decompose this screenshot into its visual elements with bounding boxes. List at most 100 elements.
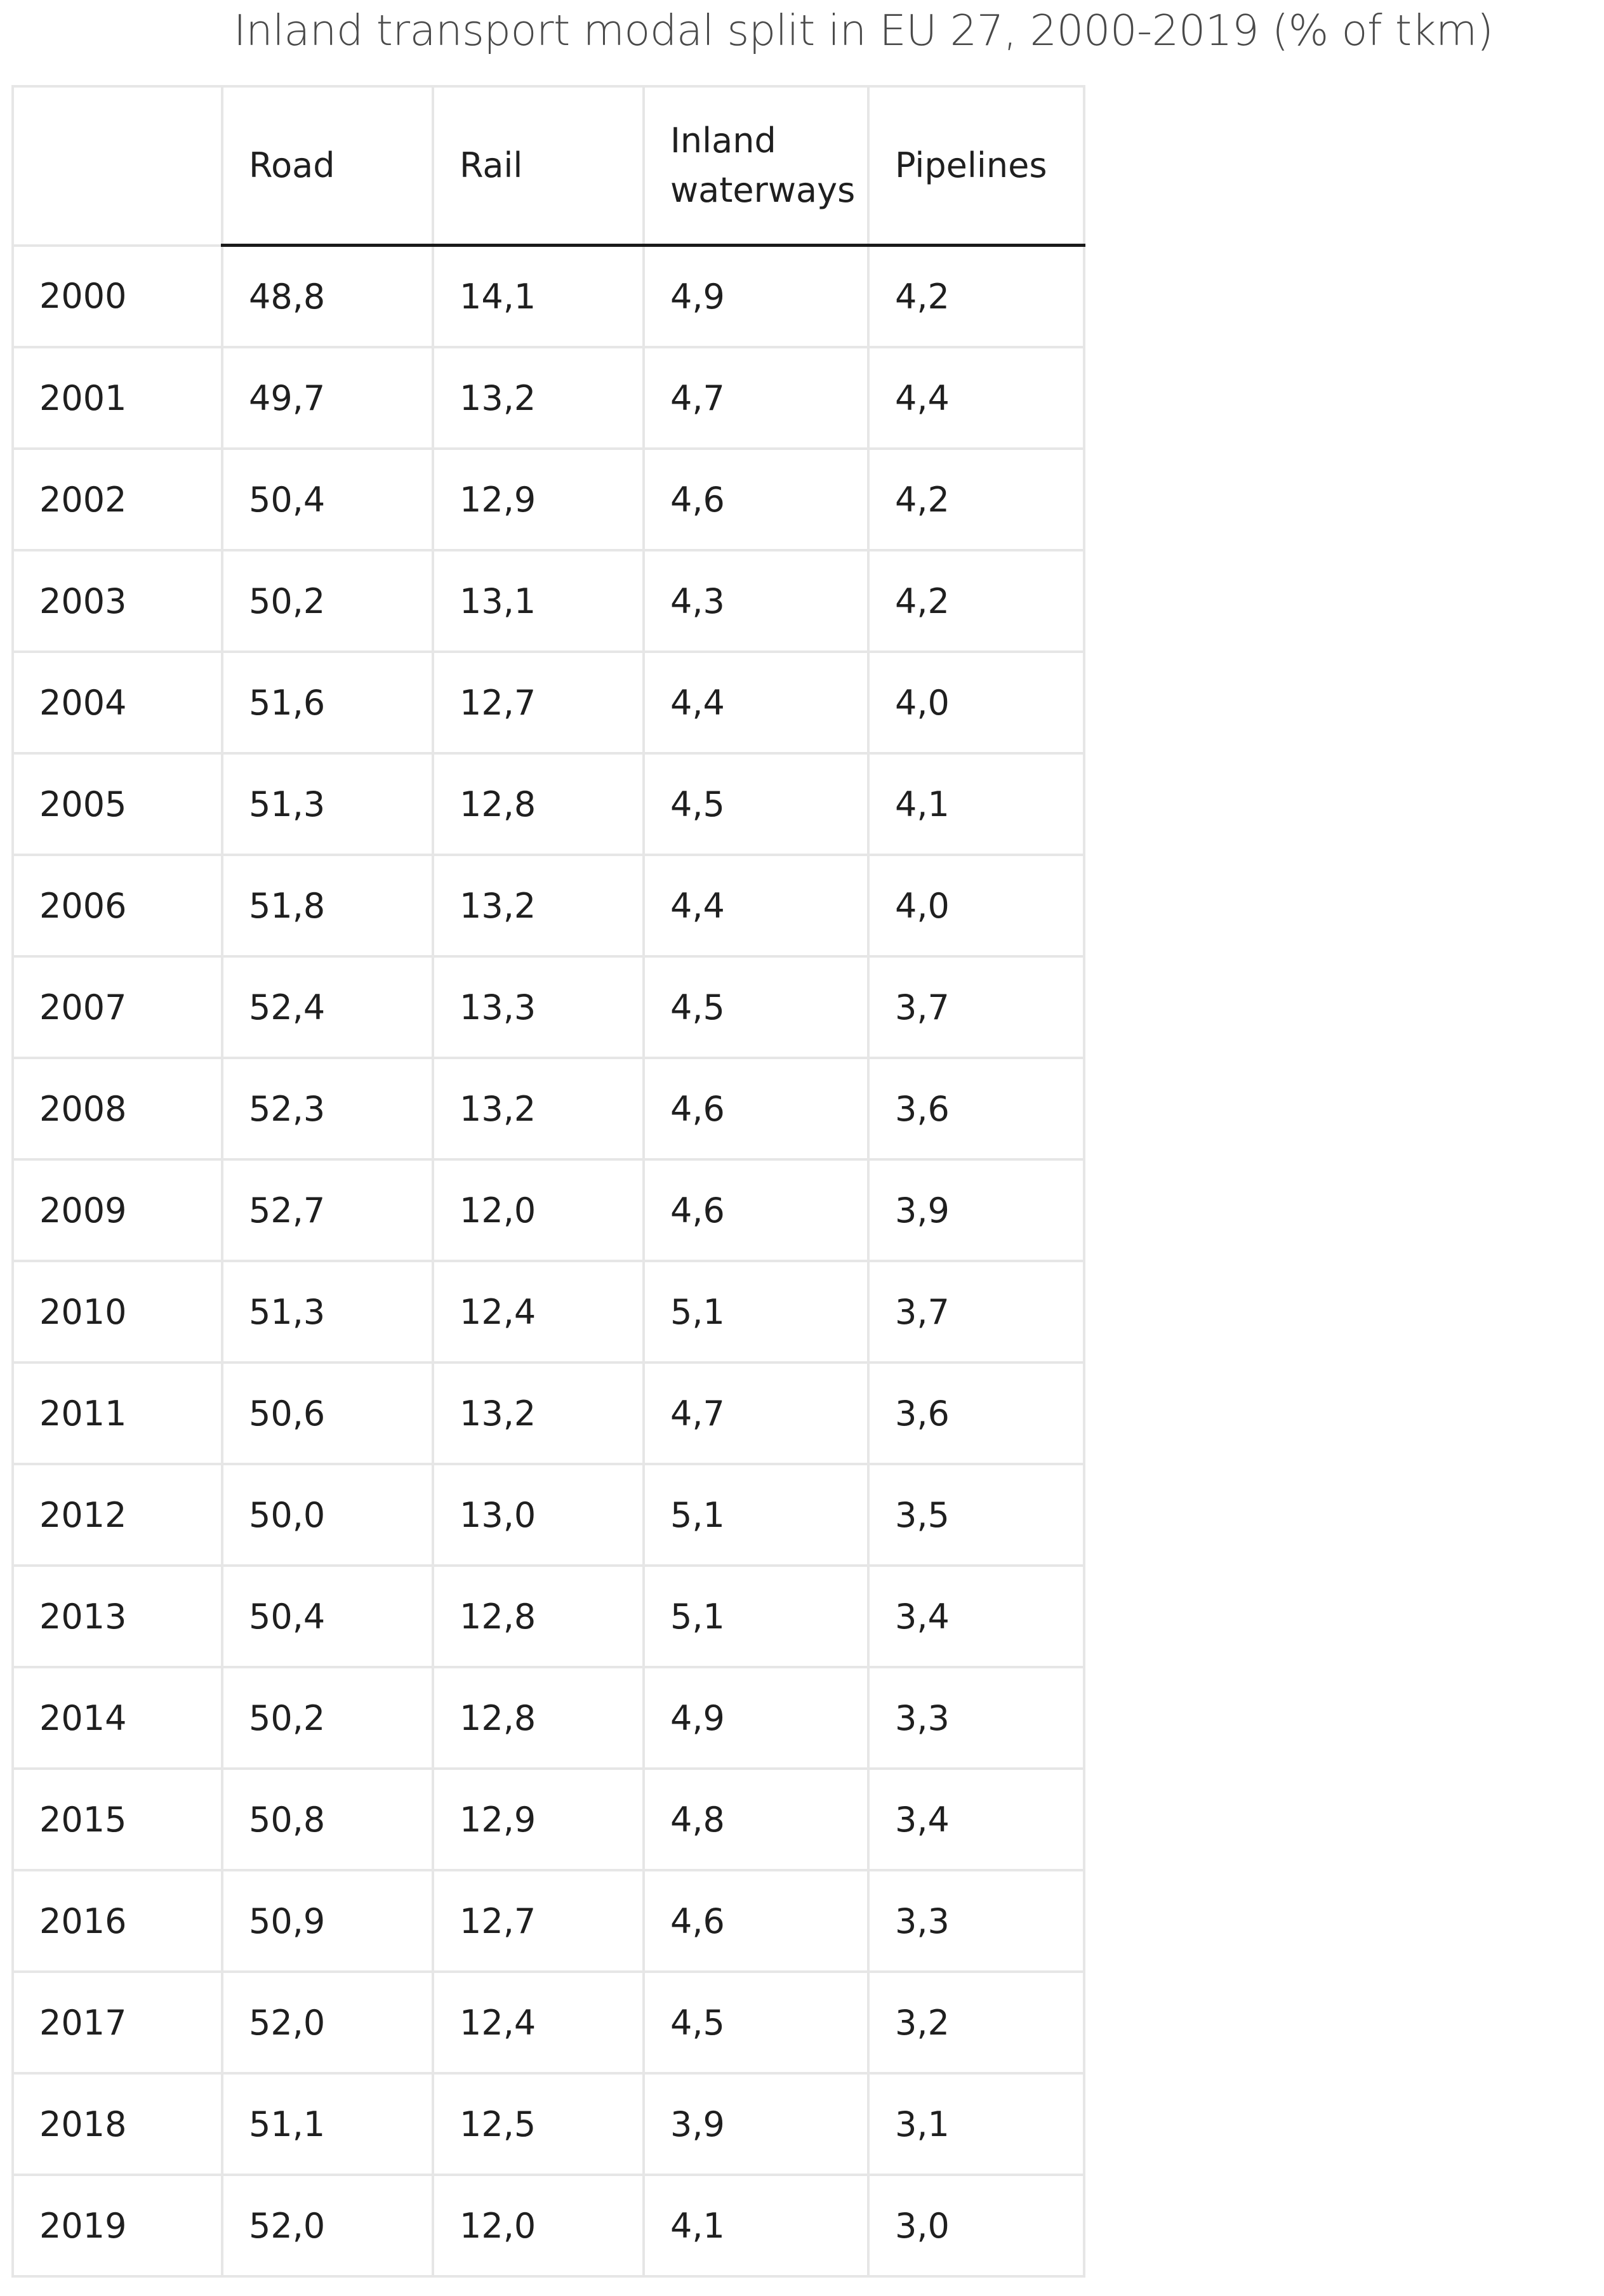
table-row: 2014 50,2 12,8 4,9 3,3 [11,1666,1085,1770]
year-cell: 2009 [11,1158,223,1262]
inland-waterways-cell: 5,1 [642,1260,870,1364]
pipelines-cell: 3,5 [867,1463,1085,1567]
column-header-year [11,85,223,247]
inland-waterways-cell: 5,1 [642,1463,870,1567]
year-cell: 2019 [11,2174,223,2278]
rail-cell: 12,4 [432,1260,645,1364]
modal-split-table: Road Rail Inland waterways Pipelines 200… [11,85,1085,2278]
pipelines-cell: 4,0 [867,650,1085,755]
inland-waterways-cell: 4,7 [642,1361,870,1465]
pipelines-cell: 4,0 [867,854,1085,958]
year-cell: 2005 [11,752,223,856]
inland-waterways-cell: 4,7 [642,346,870,450]
pipelines-cell: 3,6 [867,1361,1085,1465]
table-row: 2011 50,6 13,2 4,7 3,6 [11,1361,1085,1465]
pipelines-cell: 4,2 [867,549,1085,653]
pipelines-cell: 3,7 [867,955,1085,1059]
rail-cell: 12,0 [432,1158,645,1262]
year-cell: 2014 [11,1666,223,1770]
rail-cell: 13,0 [432,1463,645,1567]
road-cell: 50,4 [221,1564,434,1668]
road-cell: 50,8 [221,1767,434,1871]
modal-split-table-container: Road Rail Inland waterways Pipelines 200… [11,85,1085,2278]
road-cell: 49,7 [221,346,434,450]
table-row: 2008 52,3 13,2 4,6 3,6 [11,1057,1085,1161]
road-cell: 51,3 [221,1260,434,1364]
table-row: 2002 50,4 12,9 4,6 4,2 [11,447,1085,551]
table-row: 2015 50,8 12,9 4,8 3,4 [11,1767,1085,1871]
road-cell: 52,0 [221,2174,434,2278]
table-row: 2009 52,7 12,0 4,6 3,9 [11,1158,1085,1262]
inland-waterways-cell: 4,5 [642,1970,870,2075]
year-cell: 2010 [11,1260,223,1364]
pipelines-cell: 3,4 [867,1564,1085,1668]
rail-cell: 12,0 [432,2174,645,2278]
inland-waterways-cell: 4,4 [642,650,870,755]
pipelines-cell: 3,6 [867,1057,1085,1161]
road-cell: 48,8 [221,244,434,348]
rail-cell: 12,9 [432,1767,645,1871]
inland-waterways-cell: 4,5 [642,955,870,1059]
year-cell: 2013 [11,1564,223,1668]
rail-cell: 12,7 [432,650,645,755]
rail-cell: 12,8 [432,1666,645,1770]
column-header-inland-waterways: Inland waterways [642,85,870,247]
rail-cell: 12,8 [432,752,645,856]
rail-cell: 14,1 [432,244,645,348]
rail-cell: 13,2 [432,1361,645,1465]
inland-waterways-cell: 3,9 [642,2072,870,2176]
road-cell: 50,2 [221,1666,434,1770]
road-cell: 52,7 [221,1158,434,1262]
year-cell: 2002 [11,447,223,551]
inland-waterways-cell: 4,6 [642,447,870,551]
rail-cell: 12,4 [432,1970,645,2075]
table-row: 2016 50,9 12,7 4,6 3,3 [11,1869,1085,1973]
pipelines-cell: 3,9 [867,1158,1085,1262]
pipelines-cell: 3,2 [867,1970,1085,2075]
road-cell: 50,9 [221,1869,434,1973]
table-row: 2019 52,0 12,0 4,1 3,0 [11,2174,1085,2278]
pipelines-cell: 3,7 [867,1260,1085,1364]
year-cell: 2000 [11,244,223,348]
inland-waterways-cell: 4,6 [642,1158,870,1262]
table-row: 2010 51,3 12,4 5,1 3,7 [11,1260,1085,1364]
rail-cell: 12,5 [432,2072,645,2176]
rail-cell: 12,8 [432,1564,645,1668]
table-row: 2007 52,4 13,3 4,5 3,7 [11,955,1085,1059]
year-cell: 2011 [11,1361,223,1465]
table-header-row: Road Rail Inland waterways Pipelines [11,85,1085,247]
inland-waterways-cell: 4,1 [642,2174,870,2278]
year-cell: 2015 [11,1767,223,1871]
year-cell: 2006 [11,854,223,958]
pipelines-cell: 4,4 [867,346,1085,450]
rail-cell: 12,7 [432,1869,645,1973]
year-cell: 2003 [11,549,223,653]
road-cell: 50,2 [221,549,434,653]
table-row: 2006 51,8 13,2 4,4 4,0 [11,854,1085,958]
table-row: 2013 50,4 12,8 5,1 3,4 [11,1564,1085,1668]
inland-waterways-cell: 4,9 [642,244,870,348]
inland-waterways-cell: 4,6 [642,1057,870,1161]
rail-cell: 13,3 [432,955,645,1059]
pipelines-cell: 4,2 [867,447,1085,551]
rail-cell: 13,2 [432,346,645,450]
road-cell: 51,8 [221,854,434,958]
rail-cell: 12,9 [432,447,645,551]
column-header-pipelines: Pipelines [867,85,1085,247]
table-row: 2012 50,0 13,0 5,1 3,5 [11,1463,1085,1567]
pipelines-cell: 3,3 [867,1869,1085,1973]
year-cell: 2018 [11,2072,223,2176]
pipelines-cell: 4,1 [867,752,1085,856]
year-cell: 2007 [11,955,223,1059]
road-cell: 50,0 [221,1463,434,1567]
table-row: 2000 48,8 14,1 4,9 4,2 [11,244,1085,348]
inland-waterways-cell: 4,4 [642,854,870,958]
pipelines-cell: 3,0 [867,2174,1085,2278]
road-cell: 51,3 [221,752,434,856]
pipelines-cell: 3,4 [867,1767,1085,1871]
inland-waterways-cell: 4,5 [642,752,870,856]
pipelines-cell: 3,3 [867,1666,1085,1770]
inland-waterways-cell: 4,6 [642,1869,870,1973]
year-cell: 2016 [11,1869,223,1973]
inland-waterways-cell: 4,3 [642,549,870,653]
